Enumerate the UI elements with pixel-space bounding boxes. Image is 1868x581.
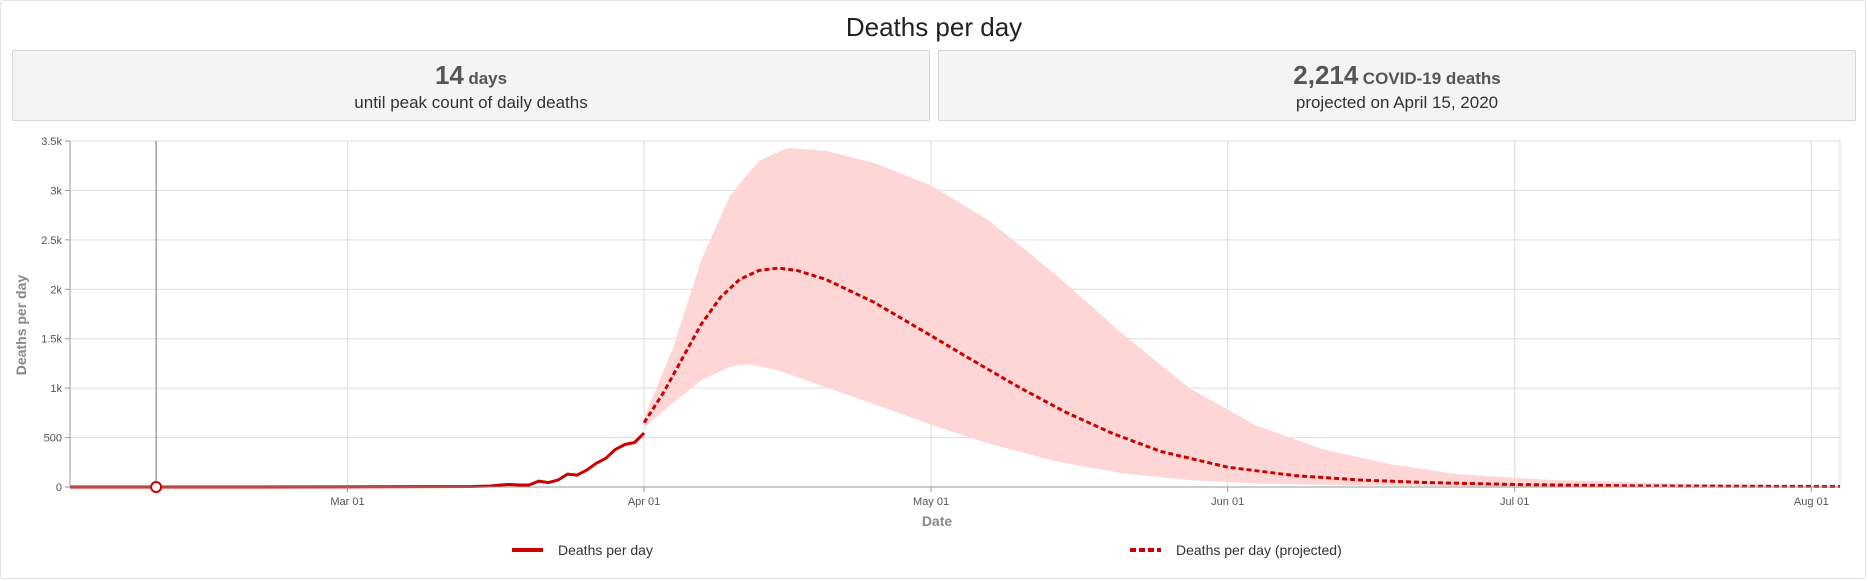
- days-until-peak-unit: days: [468, 69, 508, 88]
- peak-deaths-card: 2,214 COVID-19 deaths projected on April…: [938, 50, 1856, 121]
- uncertainty-band: [644, 147, 1840, 487]
- peak-deaths-line: 2,214 COVID-19 deaths: [939, 59, 1855, 91]
- peak-deaths-unit: COVID-19 deaths: [1362, 69, 1501, 88]
- legend-item-deaths-per-day[interactable]: Deaths per day: [512, 542, 653, 558]
- y-tick-label: 2k: [50, 284, 62, 296]
- y-tick-label: 3k: [50, 185, 62, 197]
- hover-marker-point: [150, 481, 163, 493]
- y-tick-label: 500: [44, 433, 62, 445]
- y-tick-label: 2.5k: [41, 235, 62, 247]
- legend: Deaths per day Deaths per day (projected…: [512, 542, 1342, 558]
- days-until-peak-line: 14 days: [13, 59, 929, 91]
- days-until-peak-card: 14 days until peak count of daily deaths: [12, 50, 930, 121]
- uncertainty-band-layer: [644, 147, 1840, 487]
- x-tick-label: Jul 01: [1500, 496, 1529, 508]
- y-tick-label: 0: [56, 482, 62, 494]
- y-axis-title: Deaths per day: [13, 275, 29, 376]
- legend-label-deaths-projected: Deaths per day (projected): [1176, 542, 1342, 558]
- x-tick-label: Aug 01: [1794, 496, 1829, 508]
- y-tick-label: 1k: [50, 383, 62, 395]
- y-tick-label: 1.5k: [41, 334, 62, 346]
- projected-deaths-line: [642, 266, 1841, 488]
- page-title: Deaths per day: [845, 12, 1023, 42]
- deaths-per-day-chart: 0 500 1k 1.5k 2k 2.5k 3k 3.5k Mar 01 Apr 01 May 01…: [13, 136, 1841, 558]
- legend-item-deaths-projected[interactable]: Deaths per day (projected): [1130, 542, 1342, 558]
- x-tick-label: May 01: [913, 496, 949, 508]
- days-until-peak-caption: until peak count of daily deaths: [354, 93, 588, 112]
- x-tick-label: Mar 01: [330, 496, 364, 508]
- legend-label-deaths-per-day: Deaths per day: [558, 542, 653, 558]
- x-tick-label: Apr 01: [628, 496, 660, 508]
- peak-deaths-value: 2,214: [1293, 60, 1359, 90]
- x-axis-title: Date: [922, 513, 953, 529]
- axes-layer: 0 500 1k 1.5k 2k 2.5k 3k 3.5k Mar 01 Apr 01 May 01…: [41, 136, 1840, 508]
- x-tick-label: Jun 01: [1211, 496, 1244, 508]
- days-until-peak-value: 14: [434, 60, 464, 90]
- y-tick-label: 3.5k: [41, 136, 62, 148]
- peak-deaths-caption: projected on April 15, 2020: [1295, 93, 1499, 112]
